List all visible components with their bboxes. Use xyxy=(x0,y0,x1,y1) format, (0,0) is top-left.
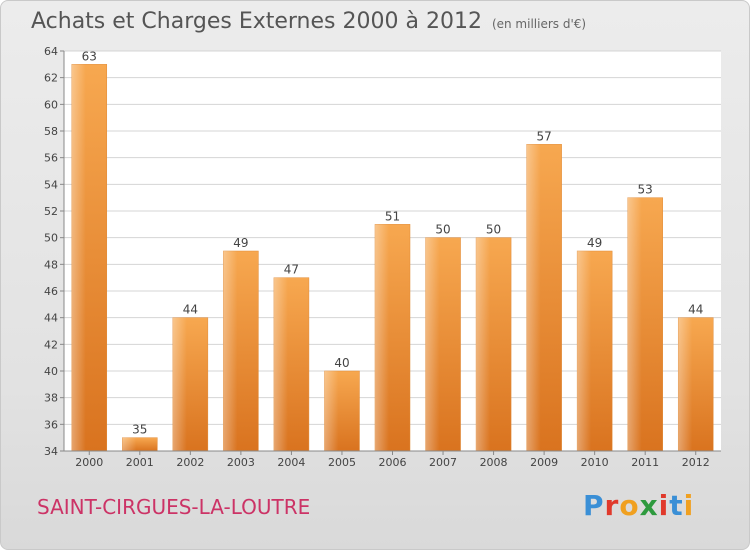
value-label-2004: 47 xyxy=(284,263,299,277)
x-tick-label-2011: 2011 xyxy=(631,456,659,469)
bar-highlight-2003 xyxy=(223,251,259,451)
value-label-2003: 49 xyxy=(233,236,248,250)
y-tick-label: 42 xyxy=(44,338,58,351)
x-tick-label-2008: 2008 xyxy=(480,456,508,469)
bar-highlight-2006 xyxy=(375,224,410,451)
bar-highlight-2005 xyxy=(324,371,360,451)
y-tick-label: 58 xyxy=(44,125,58,138)
y-tick-label: 34 xyxy=(44,445,58,458)
x-tick-label-2005: 2005 xyxy=(328,456,356,469)
bar-highlight-2007 xyxy=(425,237,461,451)
x-tick-label-2001: 2001 xyxy=(126,456,154,469)
bars: 63 35 44 49 47 40 51 50 50 57 49 53 44 xyxy=(71,49,714,452)
value-label-2012: 44 xyxy=(688,303,703,317)
value-label-2005: 40 xyxy=(334,356,349,370)
y-tick-label: 54 xyxy=(44,178,58,191)
value-label-2006: 51 xyxy=(385,209,400,223)
x-tick-label-2000: 2000 xyxy=(75,456,103,469)
bar-highlight-2012 xyxy=(678,317,714,451)
town-name: SAINT-CIRGUES-LA-LOUTRE xyxy=(37,495,311,519)
y-tick-label: 46 xyxy=(44,285,58,298)
x-tick-label-2010: 2010 xyxy=(581,456,609,469)
y-tick-label: 38 xyxy=(44,392,58,405)
chart-title-text: Achats et Charges Externes 2000 à 2012 xyxy=(31,9,482,34)
bar-highlight-2008 xyxy=(476,237,512,451)
value-label-2002: 44 xyxy=(183,303,198,317)
value-label-2007: 50 xyxy=(435,223,450,237)
chart-subtitle: (en milliers d'€) xyxy=(491,17,587,31)
value-label-2010: 49 xyxy=(587,236,602,250)
y-tick-label: 52 xyxy=(44,205,58,218)
value-label-2000: 63 xyxy=(82,49,97,63)
x-tick-label-2009: 2009 xyxy=(530,456,558,469)
logo-letter: t xyxy=(669,489,684,522)
bar-highlight-2002 xyxy=(172,317,208,451)
y-tick-label: 62 xyxy=(44,72,58,85)
value-label-2011: 53 xyxy=(638,183,653,197)
y-tick-label: 36 xyxy=(44,418,58,431)
bar-highlight-2011 xyxy=(627,197,663,451)
x-tick-label-2006: 2006 xyxy=(379,456,407,469)
logo-letter: P xyxy=(583,489,605,522)
x-tick-label-2004: 2004 xyxy=(277,456,305,469)
bar-highlight-2004 xyxy=(273,277,309,451)
logo-letter: i xyxy=(683,489,695,522)
value-label-2008: 50 xyxy=(486,223,501,237)
proxiti-logo: Proxiti xyxy=(583,489,694,522)
y-tick-label: 60 xyxy=(44,98,58,111)
logo-letter: x xyxy=(639,489,659,522)
y-tick-label: 40 xyxy=(44,365,58,378)
bar-highlight-2010 xyxy=(577,251,613,451)
y-tick-label: 44 xyxy=(44,312,58,325)
logo-letter: i xyxy=(658,489,670,522)
x-tick-label-2002: 2002 xyxy=(176,456,204,469)
axes: 34 36 38 40 42 44 46 48 50 52 54 56 58 60 62 64 2000 2001… xyxy=(44,45,721,469)
bar-highlight-2001 xyxy=(122,437,158,451)
x-tick-label-2003: 2003 xyxy=(227,456,255,469)
logo-letter: o xyxy=(619,489,640,522)
y-tick-label: 64 xyxy=(44,45,58,58)
y-tick-label: 48 xyxy=(44,258,58,271)
bar-highlight-2009 xyxy=(526,144,562,452)
bar-highlight-2000 xyxy=(71,64,107,452)
y-tick-label: 50 xyxy=(44,232,58,245)
x-tick-label-2007: 2007 xyxy=(429,456,457,469)
value-label-2001: 35 xyxy=(132,423,147,437)
x-tick-label-2012: 2012 xyxy=(682,456,710,469)
logo-letter: r xyxy=(604,489,620,522)
value-label-2009: 57 xyxy=(536,129,551,143)
y-tick-label: 56 xyxy=(44,152,58,165)
chart-title: Achats et Charges Externes 2000 à 2012 (e… xyxy=(31,9,586,34)
